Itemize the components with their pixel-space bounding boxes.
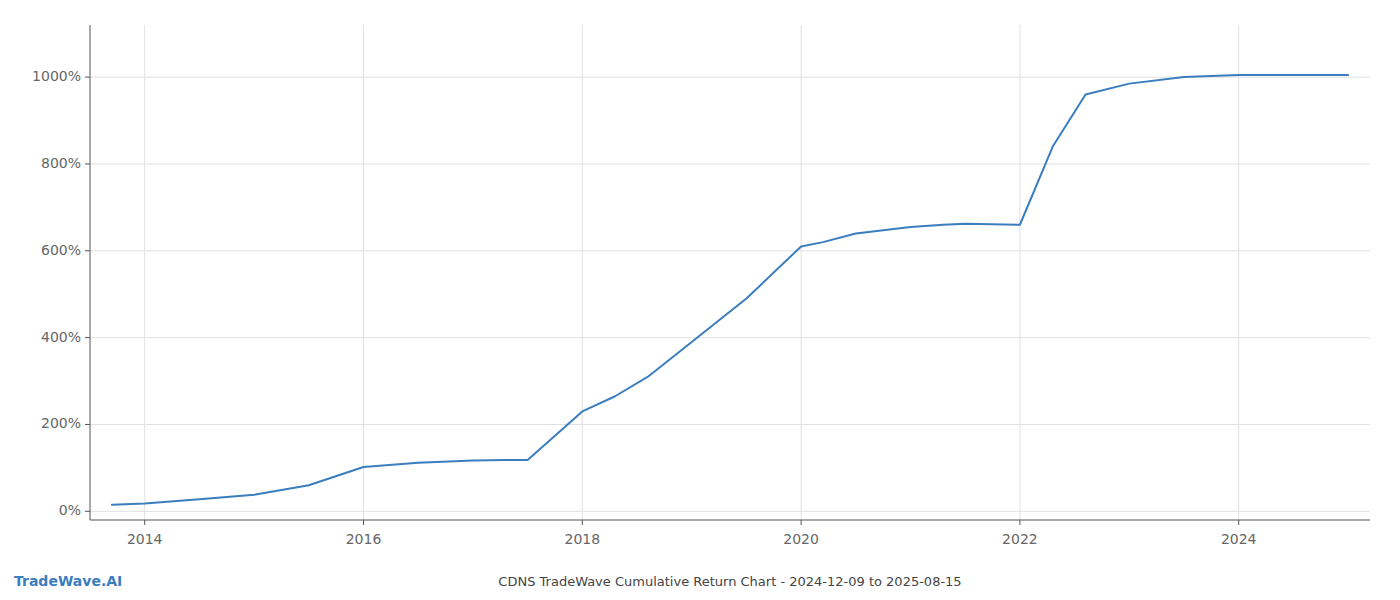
tick-mark	[1019, 520, 1020, 525]
tick-label: 2016	[346, 531, 382, 547]
y-axis-line	[90, 25, 91, 520]
tick-label: 1000%	[32, 68, 81, 84]
title: CDNS TradeWave Cumulative Return Chart -…	[498, 574, 961, 589]
tick-mark	[1238, 520, 1239, 525]
grid-line	[363, 25, 364, 520]
grid-line	[90, 250, 1370, 251]
grid-line	[801, 25, 802, 520]
grid-line	[90, 163, 1370, 164]
grid-line	[90, 511, 1370, 512]
annotation: TradeWave.AI	[14, 573, 122, 589]
tick-mark	[582, 520, 583, 525]
grid	[90, 25, 1370, 520]
chart: 0% 200% 400% 600% 800% 1000% 2014 2016 2018 2020 2…	[0, 0, 1400, 600]
grid-line	[90, 424, 1370, 425]
tick-label: 2024	[1221, 531, 1257, 547]
tick-mark	[85, 77, 90, 78]
line	[112, 75, 1348, 505]
grid-line	[1238, 25, 1239, 520]
tick-label: 200%	[41, 415, 81, 431]
tick-mark	[85, 337, 90, 338]
axes: 0% 200% 400% 600% 800% 1000% 2014 2016 2018 2020 2…	[32, 25, 1370, 547]
grid-line	[1019, 25, 1020, 520]
tick-label: 400%	[41, 329, 81, 345]
plot-area	[112, 75, 1348, 505]
tick-label: 2022	[1002, 531, 1038, 547]
tick-mark	[85, 424, 90, 425]
tick-mark	[85, 511, 90, 512]
grid-line	[582, 25, 583, 520]
tick-label: 2020	[783, 531, 819, 547]
tick-mark	[363, 520, 364, 525]
grid-line	[90, 337, 1370, 338]
background	[0, 0, 1400, 600]
tick-label: 2018	[564, 531, 600, 547]
tick-label: 2014	[127, 531, 163, 547]
tick-label: 600%	[41, 242, 81, 258]
tick-label: 800%	[41, 155, 81, 171]
tick-mark	[85, 163, 90, 164]
tick-mark	[801, 520, 802, 525]
x-axis-line	[90, 520, 1370, 521]
grid-line	[144, 25, 145, 520]
tick-label: 0%	[59, 502, 81, 518]
tick-mark	[144, 520, 145, 525]
tick-mark	[85, 250, 90, 251]
